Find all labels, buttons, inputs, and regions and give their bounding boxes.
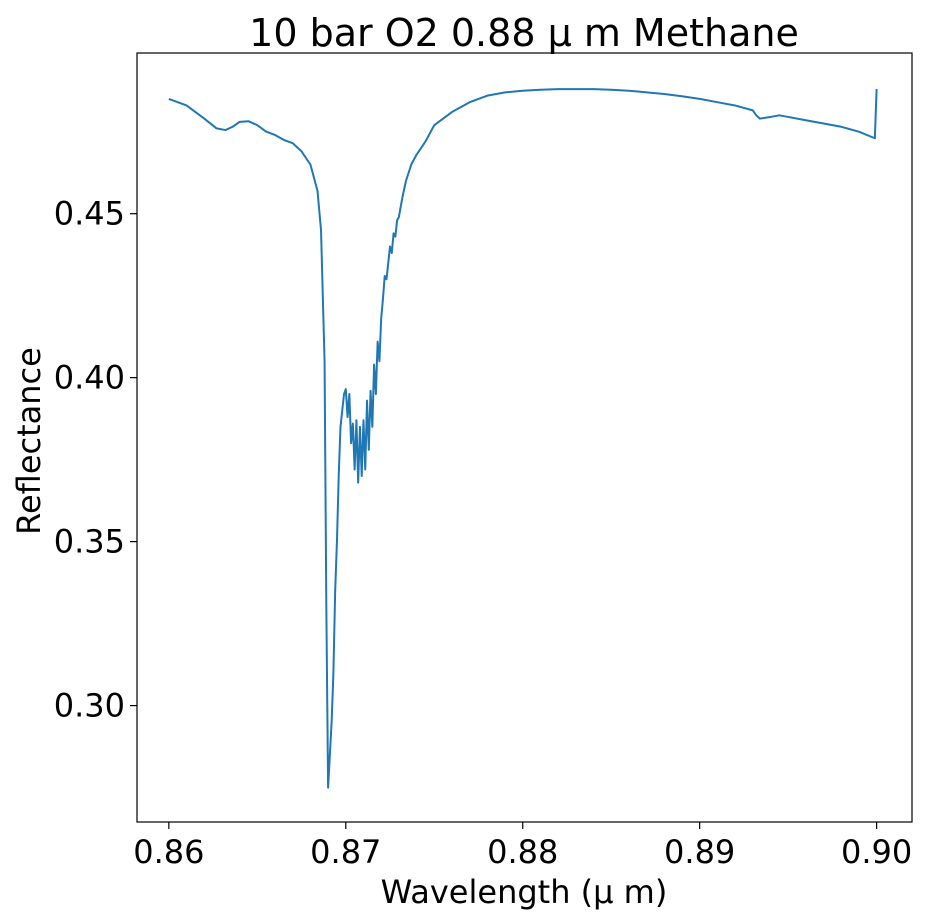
y-tick-label: 0.35 xyxy=(54,523,125,561)
chart-title: 10 bar O2 0.88 μ m Methane xyxy=(249,11,799,55)
x-tick-label: 0.86 xyxy=(133,833,204,871)
plot-frame xyxy=(136,52,913,823)
x-axis-title: Wavelength (μ m) xyxy=(381,873,668,911)
y-tick-label: 0.30 xyxy=(54,687,125,725)
x-tick-label: 0.87 xyxy=(310,833,381,871)
axis-ticks: 0.86 0.87 0.88 0.89 0.90 0.30 0.35 0.40 0.45 xyxy=(54,195,912,871)
plot-area xyxy=(136,52,913,823)
y-axis-title: Reflectance xyxy=(10,347,48,535)
x-tick-label: 0.90 xyxy=(841,833,912,871)
y-tick-label: 0.45 xyxy=(54,195,125,233)
y-tick-label: 0.40 xyxy=(54,359,125,397)
x-tick-label: 0.89 xyxy=(664,833,735,871)
series-line-0 xyxy=(168,88,878,789)
x-tick-label: 0.88 xyxy=(487,833,558,871)
